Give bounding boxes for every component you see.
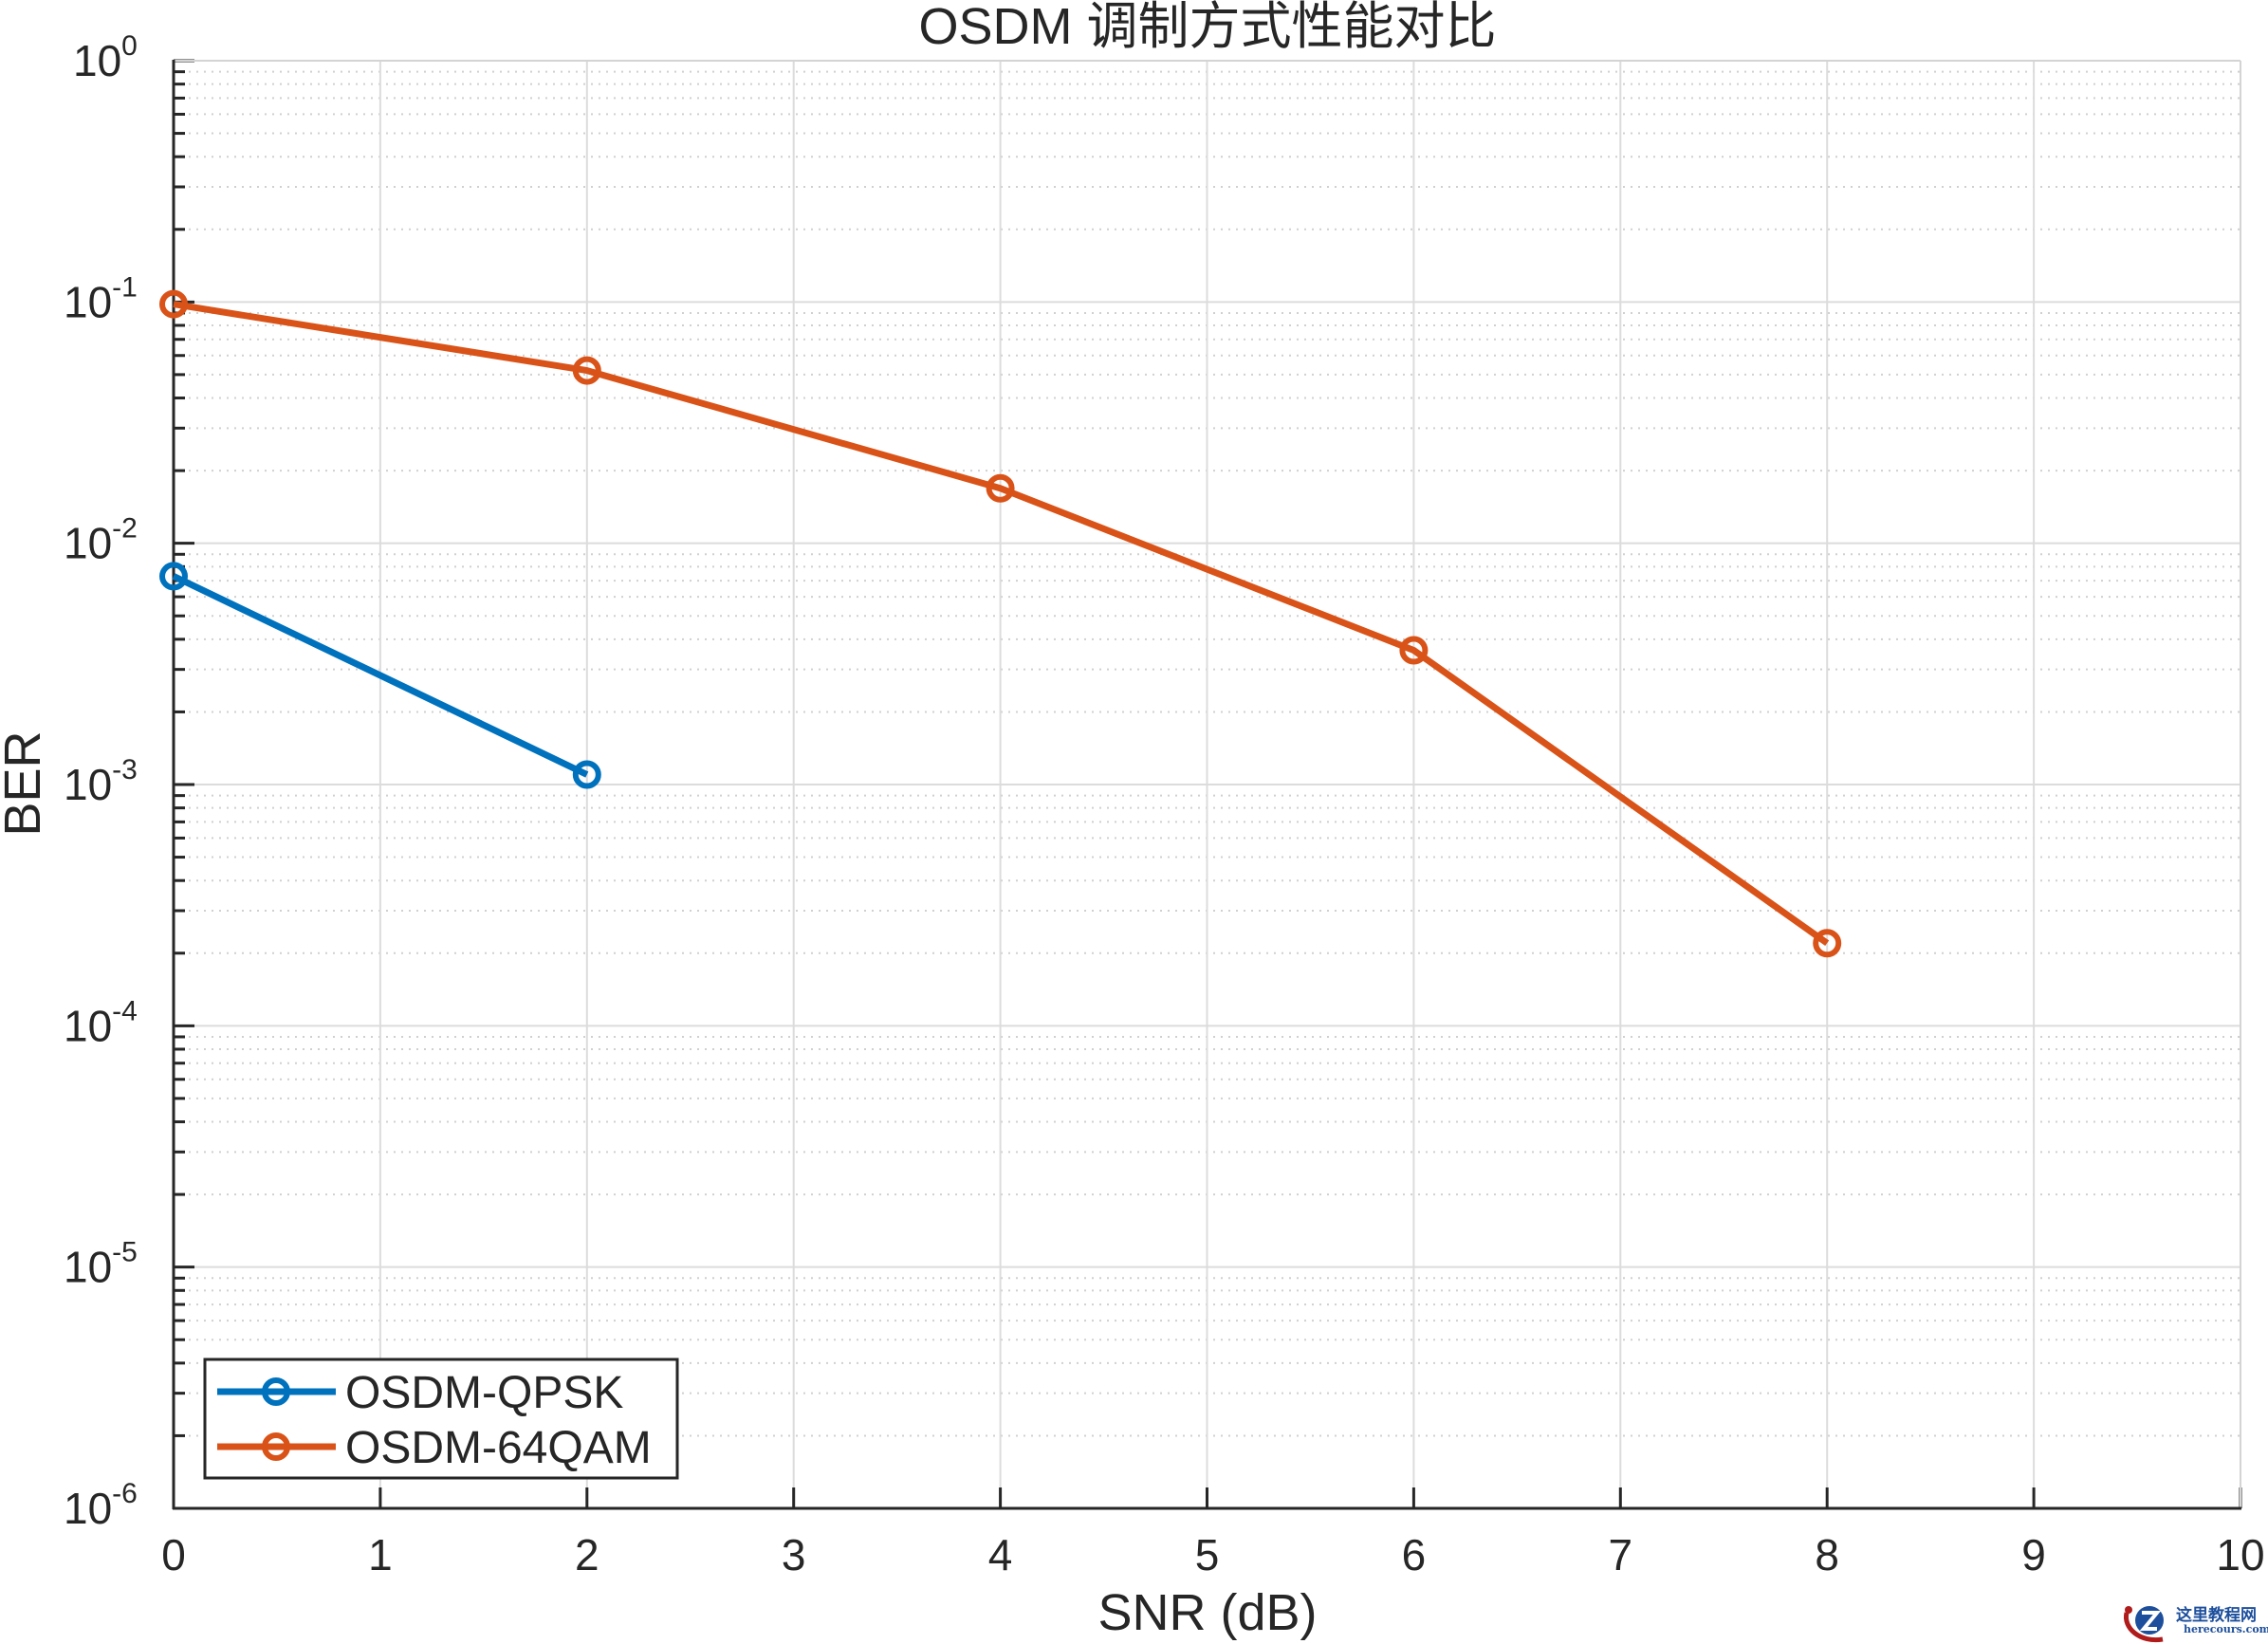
x-tick-label: 0 [161,1530,186,1579]
data-point-marker [159,562,188,591]
x-tick-label: 7 [1609,1530,1633,1579]
x-tick-label: 6 [1402,1530,1427,1579]
z-logo-icon [2123,1606,2164,1643]
y-tick-labels: 100 10-1 10-2 10-3 10-4 10-5 10-6 [64,30,138,1533]
data-point-marker [1813,929,1842,958]
x-tick-labels: 0 1 2 3 4 5 6 7 8 9 10 [161,1530,2264,1579]
data-point-marker [986,473,1015,503]
y-tick-label: 10-3 [64,754,138,809]
x-tick-label: 2 [575,1530,599,1579]
series-line-1 [173,301,1830,947]
data-series [159,289,1842,958]
x-tick-label: 8 [1815,1530,1839,1579]
legend[interactable]: OSDM-QPSK OSDM-64QAM [203,1358,679,1480]
legend-label: OSDM-64QAM [345,1423,652,1473]
data-point-marker [1399,636,1429,665]
y-tick-label: 10-4 [64,995,138,1050]
legend-label: OSDM-QPSK [345,1368,623,1418]
x-tick-label: 5 [1195,1530,1220,1579]
x-tick-label: 1 [368,1530,393,1579]
watermark-cn-text: 这里教程网 [2176,1606,2257,1625]
x-tick-label: 3 [782,1530,806,1579]
watermark-en-text: herecours.com [2184,1623,2268,1635]
data-point-marker [572,760,601,789]
y-tick-label: 10-1 [64,271,138,326]
x-tick-label: 10 [2216,1530,2264,1579]
y-tick-label: 10-6 [64,1478,138,1533]
axes [172,59,2242,1510]
watermark: 这里教程网 herecours.com [2121,1599,2268,1644]
legend-item-qpsk[interactable]: OSDM-QPSK [217,1368,623,1418]
x-axis-label: SNR (dB) [1097,1584,1317,1641]
grid [173,60,2241,1509]
series-line-0 [172,573,589,778]
circle-marker-icon [262,1432,290,1461]
x-tick-label: 4 [988,1530,1013,1579]
y-tick-label: 10-5 [64,1237,138,1292]
x-tick-label: 9 [2021,1530,2046,1579]
data-point-marker [572,356,601,385]
legend-item-64qam[interactable]: OSDM-64QAM [217,1423,652,1473]
y-tick-label: 10-2 [64,513,138,568]
chart-title: OSDM 调制方式性能对比 [918,0,1496,55]
circle-marker-icon [262,1377,290,1406]
y-axis-label: BER [0,730,51,836]
data-point-marker [159,289,188,319]
y-tick-label: 100 [73,30,138,85]
